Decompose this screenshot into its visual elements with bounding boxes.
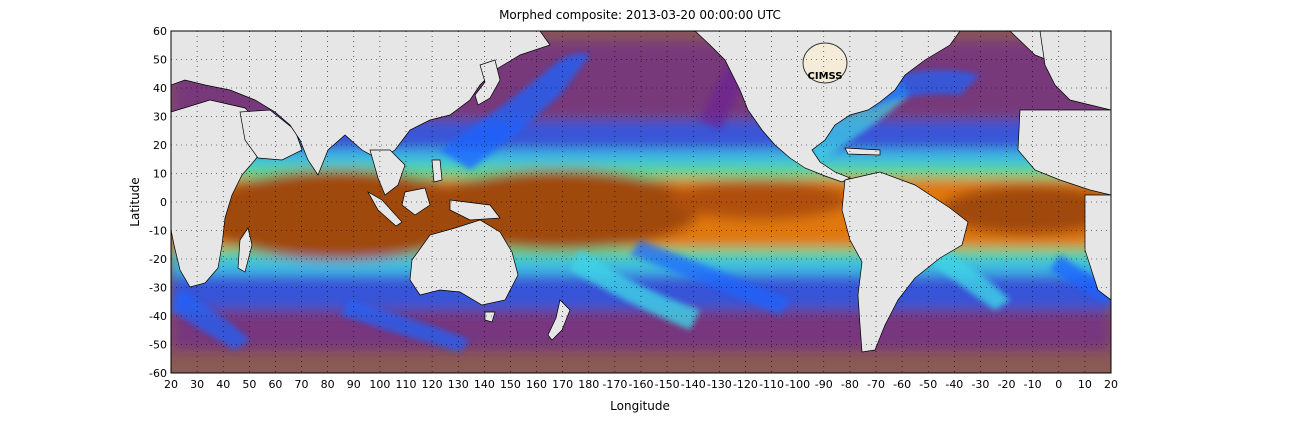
longitude-tick-label: 60 [268, 378, 282, 391]
land-japan [474, 59, 501, 106]
longitude-tick-label: 70 [295, 378, 309, 391]
longitude-axis: 20 30 40 50 60 70 80 90 100 110 120 130 140 150 160 170… [164, 378, 1118, 391]
longitude-tick-label: -40 [945, 378, 963, 391]
latitude-tick-label: -20 [149, 253, 167, 266]
map-plot-area: CIMSS [171, 31, 1111, 373]
longitude-tick-label: -90 [815, 378, 833, 391]
longitude-tick-label: -70 [867, 378, 885, 391]
longitude-tick-label: -80 [841, 378, 859, 391]
longitude-tick-label: -30 [971, 378, 989, 391]
map-title: Morphed composite: 2013-03-20 00:00:00 U… [499, 8, 781, 22]
land-indochina [369, 149, 406, 196]
longitude-tick-label: 150 [500, 378, 521, 391]
land-madagascar [237, 227, 253, 273]
land-tasmania [484, 311, 496, 323]
longitude-tick-label: 100 [369, 378, 390, 391]
land-borneo [401, 187, 431, 216]
latitude-tick-label: 30 [153, 111, 167, 124]
longitude-tick-label: 80 [321, 378, 335, 391]
longitude-tick-label: -50 [919, 378, 937, 391]
longitude-tick-label: -60 [893, 378, 911, 391]
land-new-zealand [547, 299, 571, 341]
longitude-tick-label: -10 [1024, 378, 1042, 391]
land-arabia [239, 109, 303, 161]
latitude-tick-label: -40 [149, 310, 167, 323]
latitude-tick-label: -30 [149, 282, 167, 295]
longitude-tick-label: 130 [448, 378, 469, 391]
cimss-logo: CIMSS [802, 42, 848, 84]
land-sumatra [367, 191, 403, 227]
land-south-america [841, 171, 969, 353]
land-new-guinea [449, 199, 501, 221]
longitude-tick-label: 30 [190, 378, 204, 391]
longitude-tick-label: -120 [733, 378, 758, 391]
latitude-tick-label: -60 [149, 367, 167, 380]
longitude-tick-label: -170 [602, 378, 627, 391]
y-axis-label: Latitude [128, 177, 142, 226]
latitude-axis: 60 50 40 30 20 10 0 -10 -20 -30 -40 -50 -60 [149, 25, 167, 380]
land-philippines [431, 159, 443, 183]
longitude-tick-label: -20 [998, 378, 1016, 391]
latitude-tick-label: 60 [153, 25, 167, 38]
latitude-tick-label: 40 [153, 82, 167, 95]
longitude-tick-label: -160 [629, 378, 654, 391]
longitude-tick-label: 20 [1104, 378, 1118, 391]
latitude-tick-label: 0 [160, 196, 167, 209]
longitude-tick-label: 170 [552, 378, 573, 391]
longitude-tick-label: -150 [655, 378, 680, 391]
land-north-america [694, 31, 961, 183]
longitude-tick-label: -110 [759, 378, 784, 391]
longitude-tick-label: 120 [422, 378, 443, 391]
longitude-tick-label: 90 [347, 378, 361, 391]
longitude-tick-label: -130 [707, 378, 732, 391]
latitude-tick-label: -10 [149, 225, 167, 238]
longitude-tick-label: -100 [785, 378, 810, 391]
latitude-tick-label: 20 [153, 139, 167, 152]
latitude-tick-label: 50 [153, 54, 167, 67]
cimss-logo-text: CIMSS [808, 71, 843, 82]
longitude-tick-label: 160 [526, 378, 547, 391]
latitude-tick-label: 10 [153, 168, 167, 181]
x-axis-label: Longitude [610, 399, 670, 413]
longitude-tick-label: 110 [396, 378, 417, 391]
longitude-tick-label: 140 [474, 378, 495, 391]
longitude-tick-label: 20 [164, 378, 178, 391]
map-frame [170, 30, 1112, 374]
land-masses [171, 31, 1111, 353]
land-africa-south-east [1084, 194, 1111, 301]
longitude-tick-label: 180 [578, 378, 599, 391]
longitude-tick-label: -140 [681, 378, 706, 391]
latitude-tick-label: -50 [149, 339, 167, 352]
longitude-tick-label: 0 [1055, 378, 1062, 391]
land-europe-west [1039, 31, 1111, 111]
land-cuba [844, 147, 881, 156]
longitude-tick-label: 50 [242, 378, 256, 391]
graticule [171, 31, 1111, 373]
longitude-tick-label: 40 [216, 378, 230, 391]
land-west-africa [1017, 109, 1111, 196]
longitude-tick-label: 10 [1078, 378, 1092, 391]
